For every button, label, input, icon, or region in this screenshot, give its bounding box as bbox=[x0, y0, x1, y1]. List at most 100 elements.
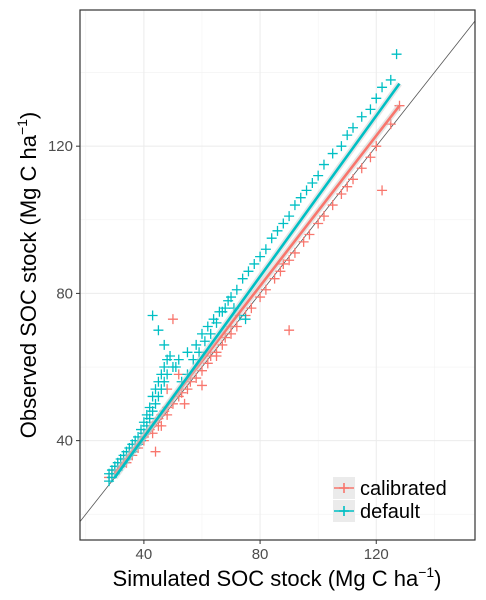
y-axis-title: Observed SOC stock (Mg C ha−1) bbox=[14, 112, 41, 439]
point-calibrated bbox=[255, 292, 266, 303]
y-tick-label: 80 bbox=[56, 285, 73, 302]
point-default bbox=[313, 170, 324, 181]
point-default bbox=[159, 339, 170, 350]
point-calibrated bbox=[275, 266, 286, 277]
point-calibrated bbox=[167, 314, 178, 325]
point-calibrated bbox=[173, 369, 184, 380]
point-default bbox=[289, 200, 300, 211]
point-default bbox=[307, 177, 318, 188]
point-calibrated bbox=[191, 373, 202, 384]
fit-line-default bbox=[113, 82, 401, 479]
point-default bbox=[377, 82, 388, 93]
point-default bbox=[165, 350, 176, 361]
plot-frame bbox=[79, 9, 476, 541]
point-default bbox=[278, 218, 289, 229]
point-default bbox=[147, 406, 158, 417]
point-default bbox=[356, 111, 367, 122]
point-default bbox=[255, 251, 266, 262]
point-default bbox=[159, 376, 170, 387]
y-tick-label: 120 bbox=[48, 138, 73, 155]
point-default bbox=[342, 130, 353, 141]
point-calibrated bbox=[211, 350, 222, 361]
point-default bbox=[365, 104, 376, 115]
point-calibrated bbox=[377, 185, 388, 196]
point-default bbox=[199, 336, 210, 347]
point-default bbox=[217, 306, 228, 317]
point-calibrated bbox=[150, 446, 161, 457]
point-default bbox=[272, 225, 283, 236]
x-tick-label: 80 bbox=[252, 546, 269, 563]
point-calibrated bbox=[336, 189, 347, 200]
point-default bbox=[266, 233, 277, 244]
point-calibrated bbox=[196, 365, 207, 376]
point-calibrated bbox=[196, 380, 207, 391]
point-default bbox=[147, 310, 158, 321]
point-default bbox=[284, 211, 295, 222]
point-default bbox=[159, 362, 170, 373]
point-calibrated bbox=[356, 163, 367, 174]
point-calibrated bbox=[284, 255, 295, 266]
point-default bbox=[170, 362, 181, 373]
point-default bbox=[223, 295, 234, 306]
point-default bbox=[162, 369, 173, 380]
x-axis-ticks: 40 80 120 bbox=[136, 540, 389, 563]
point-calibrated bbox=[348, 174, 359, 185]
point-default bbox=[150, 398, 161, 409]
point-calibrated bbox=[269, 273, 280, 284]
point-calibrated bbox=[217, 339, 228, 350]
point-calibrated bbox=[246, 303, 257, 314]
point-default bbox=[156, 384, 167, 395]
fit-lines bbox=[112, 81, 402, 480]
x-tick-label: 120 bbox=[364, 546, 389, 563]
legend-label-calibrated: calibrated bbox=[360, 478, 447, 500]
point-default bbox=[191, 339, 202, 350]
plot-background bbox=[80, 10, 475, 540]
point-calibrated bbox=[284, 325, 295, 336]
y-axis-ticks: 40 80 120 bbox=[48, 138, 80, 450]
point-calibrated bbox=[182, 384, 193, 395]
x-tick-label: 40 bbox=[136, 546, 153, 563]
point-default bbox=[249, 258, 260, 269]
point-default bbox=[336, 141, 347, 152]
point-calibrated bbox=[304, 229, 315, 240]
legend-label-default: default bbox=[360, 501, 420, 523]
point-default bbox=[153, 325, 164, 336]
point-calibrated bbox=[342, 181, 353, 192]
y-tick-label: 40 bbox=[56, 433, 73, 450]
point-default bbox=[205, 328, 216, 339]
point-default bbox=[144, 413, 155, 424]
point-calibrated bbox=[371, 141, 382, 152]
point-default bbox=[301, 185, 312, 196]
point-calibrated bbox=[318, 211, 329, 222]
point-default bbox=[231, 284, 242, 295]
point-calibrated bbox=[365, 152, 376, 163]
point-calibrated bbox=[156, 420, 167, 431]
x-axis-title: Simulated SOC stock (Mg C ha−1) bbox=[113, 564, 442, 591]
point-default bbox=[196, 328, 207, 339]
point-default bbox=[327, 148, 338, 159]
point-default bbox=[385, 74, 396, 85]
point-calibrated bbox=[298, 236, 309, 247]
point-default bbox=[240, 314, 251, 325]
point-default bbox=[318, 159, 329, 170]
point-default bbox=[348, 122, 359, 133]
point-default bbox=[295, 192, 306, 203]
point-default bbox=[391, 49, 402, 60]
point-default bbox=[371, 93, 382, 104]
point-default bbox=[153, 391, 164, 402]
point-default bbox=[211, 317, 222, 328]
point-default bbox=[260, 244, 271, 255]
point-calibrated bbox=[179, 398, 190, 409]
point-default bbox=[173, 354, 184, 365]
point-calibrated bbox=[313, 218, 324, 229]
point-default bbox=[243, 266, 254, 277]
point-calibrated bbox=[260, 284, 271, 295]
legend-key-default-marker bbox=[339, 506, 349, 516]
point-default bbox=[202, 321, 213, 332]
point-default bbox=[182, 347, 193, 358]
point-calibrated bbox=[327, 200, 338, 211]
point-calibrated bbox=[289, 247, 300, 258]
point-calibrated bbox=[202, 358, 213, 369]
legend: calibrated default bbox=[333, 477, 447, 523]
